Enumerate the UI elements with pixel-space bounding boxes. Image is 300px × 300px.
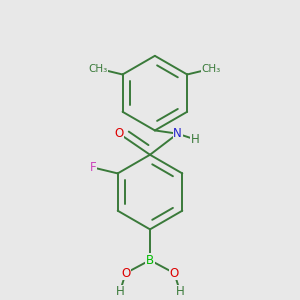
Text: B: B [146, 254, 154, 267]
Text: N: N [173, 127, 182, 140]
Text: CH₃: CH₃ [88, 64, 108, 74]
Text: CH₃: CH₃ [202, 64, 221, 74]
Text: F: F [90, 161, 97, 174]
Text: H: H [116, 286, 124, 298]
Text: H: H [191, 133, 200, 146]
Text: O: O [170, 267, 179, 280]
Text: H: H [176, 286, 184, 298]
Text: O: O [115, 127, 124, 140]
Text: O: O [121, 267, 130, 280]
